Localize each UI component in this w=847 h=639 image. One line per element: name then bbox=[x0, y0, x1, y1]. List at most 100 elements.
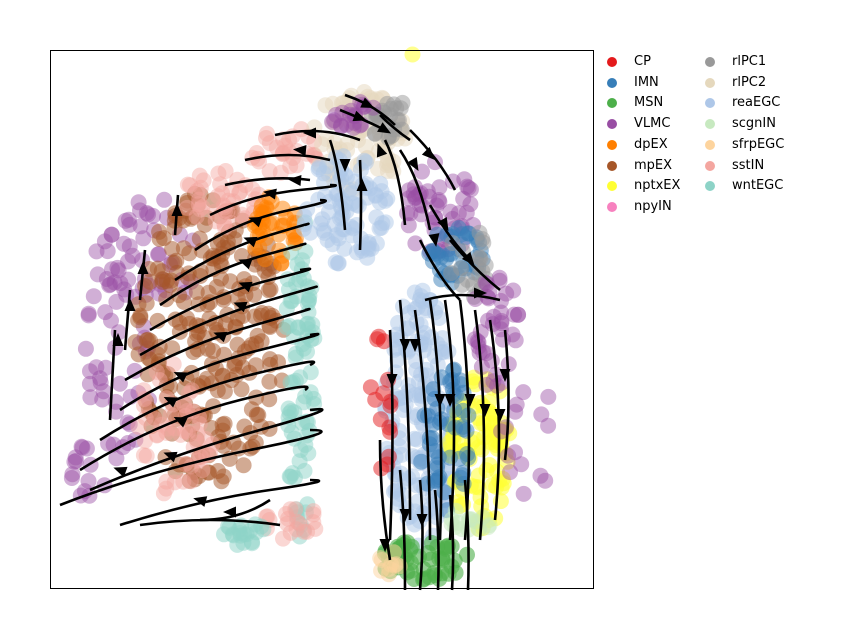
scatter-point bbox=[121, 238, 138, 255]
streamline-arrow bbox=[399, 339, 411, 352]
streamline bbox=[418, 479, 424, 591]
scatter-point bbox=[431, 193, 448, 210]
streamline bbox=[503, 329, 510, 461]
scatter-point bbox=[196, 216, 213, 233]
scatter-point bbox=[283, 424, 300, 441]
streamline bbox=[388, 329, 394, 541]
scatter-point bbox=[275, 530, 291, 547]
scatter-point bbox=[145, 207, 161, 224]
scatter-point bbox=[259, 125, 275, 142]
streamline bbox=[174, 222, 310, 282]
legend-label: IMN bbox=[634, 74, 659, 90]
scatter-point bbox=[479, 276, 496, 292]
scatter-point bbox=[350, 197, 367, 214]
scatter-point bbox=[334, 104, 351, 121]
streamline-arrow bbox=[474, 287, 487, 299]
scatter-point bbox=[158, 424, 175, 441]
scatter-point bbox=[374, 102, 391, 119]
scatter-point bbox=[319, 158, 335, 175]
scatter-point bbox=[191, 230, 208, 247]
scatter-point bbox=[296, 462, 313, 479]
scatter-point bbox=[419, 183, 436, 200]
legend-marker bbox=[607, 119, 617, 130]
streamline-arrow bbox=[173, 417, 188, 428]
scatter-point bbox=[339, 135, 356, 152]
scatter-point bbox=[316, 224, 333, 241]
scatter-point bbox=[189, 182, 206, 199]
scatter-point bbox=[155, 485, 172, 502]
legend-marker bbox=[705, 139, 715, 150]
scatter-point bbox=[216, 216, 233, 233]
scatter-point bbox=[207, 213, 224, 230]
scatter-point bbox=[97, 304, 114, 321]
scatter-point bbox=[507, 444, 523, 461]
legend-label: wntEGC bbox=[732, 178, 784, 194]
scatter-point bbox=[120, 271, 137, 288]
scatter-point bbox=[188, 284, 205, 300]
scatter-point bbox=[175, 473, 192, 490]
scatter-point bbox=[150, 246, 167, 263]
scatter-point bbox=[431, 310, 448, 326]
scatter-point bbox=[425, 381, 442, 398]
scatter-point bbox=[462, 181, 479, 198]
scatter-point bbox=[261, 163, 278, 180]
legend-marker bbox=[705, 77, 715, 88]
scatter-point bbox=[191, 416, 208, 432]
streamline bbox=[473, 309, 486, 541]
legend-label: sfrpEGC bbox=[732, 136, 785, 152]
scatter-point bbox=[66, 453, 83, 470]
scatter-point bbox=[284, 465, 301, 482]
scatter-point bbox=[158, 473, 175, 490]
streamline bbox=[224, 177, 311, 187]
streamline-arrow bbox=[173, 372, 188, 383]
streamline bbox=[463, 479, 470, 591]
streamline-arrow bbox=[288, 175, 302, 187]
streamline-arrow bbox=[193, 496, 208, 507]
scatter-point bbox=[120, 253, 136, 270]
scatter-point bbox=[102, 276, 119, 293]
scatter-point bbox=[189, 425, 206, 442]
streamline bbox=[209, 183, 337, 217]
scatter-point bbox=[182, 473, 199, 490]
legend-marker bbox=[705, 98, 715, 109]
legend-label: sstIN bbox=[732, 157, 765, 173]
scatter-point bbox=[420, 544, 437, 561]
scatter-point bbox=[281, 131, 298, 148]
scatter-point bbox=[407, 190, 423, 207]
scatter-point bbox=[136, 397, 152, 414]
streamline bbox=[79, 385, 309, 472]
streamline bbox=[398, 469, 407, 591]
scatter-point bbox=[508, 396, 525, 413]
scatter-point bbox=[278, 319, 295, 336]
scatter-point bbox=[456, 171, 473, 188]
legend-marker bbox=[607, 77, 617, 88]
scatter-point bbox=[80, 473, 97, 489]
scatter-point bbox=[130, 418, 147, 435]
scatter-point bbox=[299, 496, 316, 513]
scatter-point bbox=[302, 364, 319, 381]
scatter-point bbox=[443, 265, 460, 282]
streamline-arrow bbox=[137, 261, 149, 274]
legend-marker bbox=[607, 98, 617, 109]
scatter-point bbox=[175, 212, 192, 229]
streamline bbox=[383, 139, 407, 226]
scatter-point bbox=[108, 403, 125, 420]
scatter-point bbox=[291, 528, 308, 545]
streamline-arrow bbox=[428, 233, 440, 247]
scatter-point bbox=[499, 453, 516, 470]
scatter-point bbox=[493, 423, 510, 440]
scatter-point bbox=[481, 517, 498, 534]
streamline-arrow bbox=[163, 451, 178, 463]
legend-marker bbox=[607, 139, 617, 150]
scatter-point bbox=[132, 202, 148, 219]
legend-marker bbox=[607, 201, 617, 212]
streamline bbox=[424, 293, 501, 302]
streamline bbox=[428, 299, 443, 541]
scatter-point bbox=[351, 124, 368, 141]
scatter-point bbox=[101, 277, 118, 294]
scatter-point bbox=[188, 431, 205, 447]
scatter-point bbox=[493, 315, 510, 332]
scatter-point bbox=[404, 46, 421, 63]
scatter-point bbox=[504, 326, 521, 343]
scatter-point bbox=[482, 422, 499, 439]
